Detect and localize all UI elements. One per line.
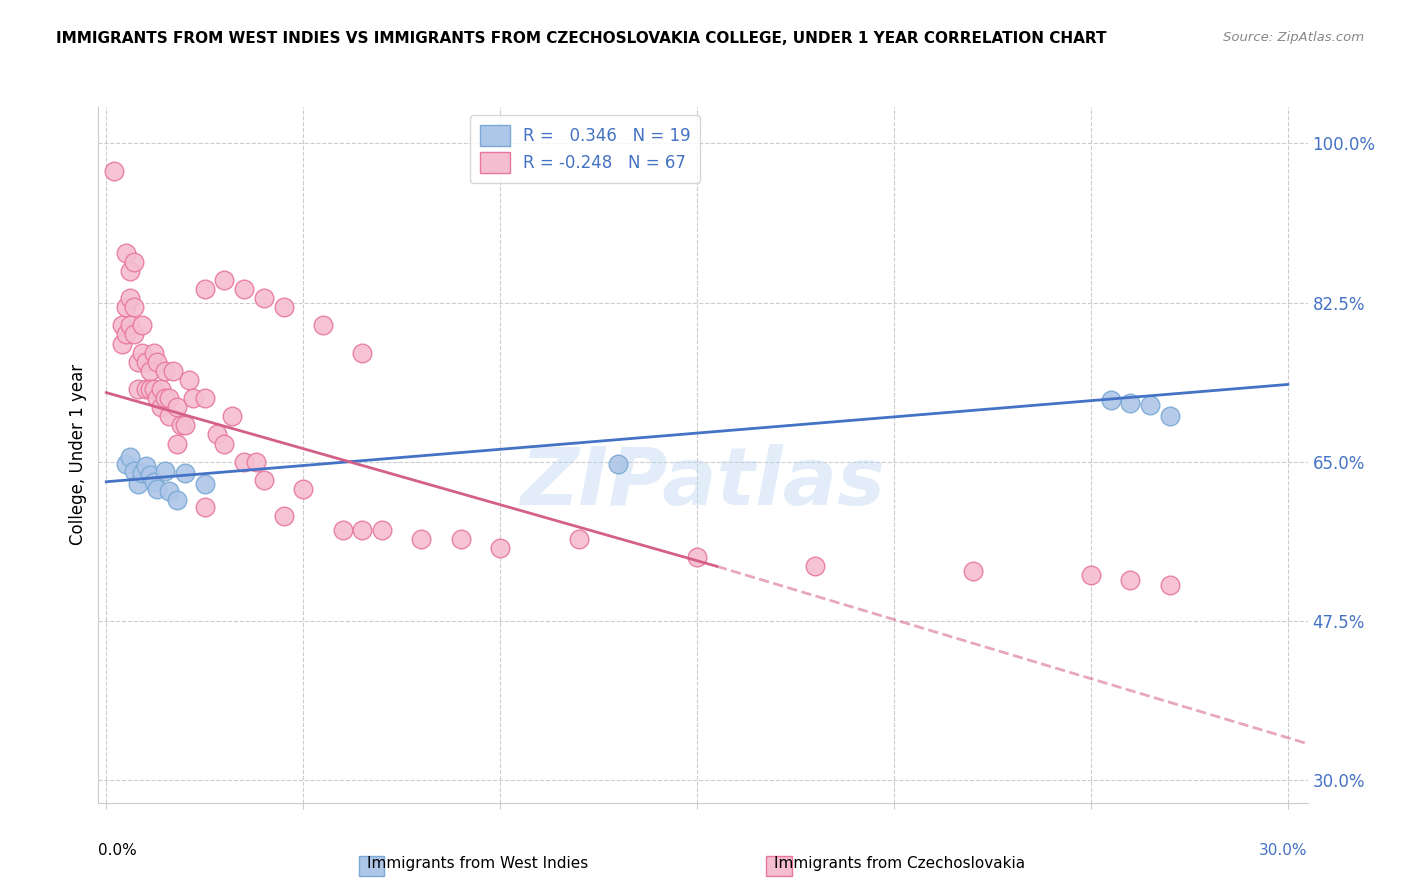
Point xyxy=(411,532,433,546)
Point xyxy=(146,482,169,496)
Point xyxy=(686,550,709,565)
Point xyxy=(138,364,160,378)
Text: Immigrants from West Indies: Immigrants from West Indies xyxy=(367,856,589,871)
Point xyxy=(142,382,165,396)
Point xyxy=(118,318,141,333)
Text: IMMIGRANTS FROM WEST INDIES VS IMMIGRANTS FROM CZECHOSLOVAKIA COLLEGE, UNDER 1 Y: IMMIGRANTS FROM WEST INDIES VS IMMIGRANT… xyxy=(56,31,1107,46)
Point xyxy=(332,523,354,537)
Point xyxy=(118,264,141,278)
Point xyxy=(103,163,125,178)
Point xyxy=(177,373,200,387)
Point xyxy=(115,457,138,471)
Point xyxy=(115,300,138,314)
Point xyxy=(1139,398,1161,412)
Point xyxy=(127,382,149,396)
Point xyxy=(352,345,374,359)
Point xyxy=(804,559,827,574)
Point xyxy=(194,500,217,515)
Point xyxy=(205,427,228,442)
Point xyxy=(122,327,145,342)
Point xyxy=(214,273,236,287)
Point xyxy=(122,254,145,268)
Point xyxy=(352,523,374,537)
Point xyxy=(607,457,630,471)
Point xyxy=(489,541,512,556)
Text: 30.0%: 30.0% xyxy=(1260,843,1308,858)
Point xyxy=(312,318,335,333)
Point xyxy=(194,282,217,296)
Point xyxy=(135,459,157,474)
Point xyxy=(253,473,276,487)
Point xyxy=(1159,577,1181,591)
Point xyxy=(155,391,177,405)
Point xyxy=(155,464,177,478)
Point xyxy=(157,483,180,498)
Point xyxy=(166,436,188,450)
Point xyxy=(1119,395,1142,409)
Point xyxy=(142,345,165,359)
Point xyxy=(146,391,169,405)
Point xyxy=(233,455,256,469)
Point xyxy=(1099,392,1122,407)
Point xyxy=(146,354,169,368)
Point xyxy=(194,477,217,491)
Point xyxy=(166,400,188,414)
Text: ZIPatlas: ZIPatlas xyxy=(520,443,886,522)
Point xyxy=(122,464,145,478)
Point xyxy=(962,564,984,578)
Point xyxy=(450,532,472,546)
Point xyxy=(111,336,134,351)
Point xyxy=(253,291,276,305)
Point xyxy=(568,532,591,546)
Point xyxy=(127,477,149,491)
Point xyxy=(118,450,141,465)
Point xyxy=(273,509,295,524)
Legend: R =   0.346   N = 19, R = -0.248   N = 67: R = 0.346 N = 19, R = -0.248 N = 67 xyxy=(470,115,700,183)
Point xyxy=(131,345,153,359)
Point xyxy=(1080,568,1102,582)
Point xyxy=(131,466,153,480)
Text: Source: ZipAtlas.com: Source: ZipAtlas.com xyxy=(1223,31,1364,45)
Point xyxy=(138,468,160,483)
Point xyxy=(292,482,315,496)
Point xyxy=(174,418,197,433)
Point xyxy=(1159,409,1181,424)
Point xyxy=(135,382,157,396)
Point xyxy=(194,391,217,405)
Point xyxy=(122,300,145,314)
Text: Immigrants from Czechoslovakia: Immigrants from Czechoslovakia xyxy=(775,856,1025,871)
Point xyxy=(138,382,160,396)
Point xyxy=(170,418,193,433)
Point xyxy=(118,291,141,305)
Point xyxy=(157,391,180,405)
Point xyxy=(221,409,243,424)
Point xyxy=(135,354,157,368)
Point xyxy=(111,318,134,333)
Point xyxy=(127,354,149,368)
Point xyxy=(157,409,180,424)
Point xyxy=(155,364,177,378)
Point xyxy=(371,523,394,537)
Text: 0.0%: 0.0% xyxy=(98,843,138,858)
Point xyxy=(214,436,236,450)
Point xyxy=(1119,573,1142,587)
Point xyxy=(162,364,184,378)
Point xyxy=(233,282,256,296)
Point xyxy=(150,382,173,396)
Point xyxy=(150,400,173,414)
Point xyxy=(273,300,295,314)
Point xyxy=(115,245,138,260)
Point xyxy=(245,455,267,469)
Point xyxy=(115,327,138,342)
Point xyxy=(166,492,188,507)
Point xyxy=(142,475,165,489)
Point xyxy=(181,391,204,405)
Point xyxy=(131,318,153,333)
Y-axis label: College, Under 1 year: College, Under 1 year xyxy=(69,364,87,546)
Point xyxy=(174,466,197,480)
